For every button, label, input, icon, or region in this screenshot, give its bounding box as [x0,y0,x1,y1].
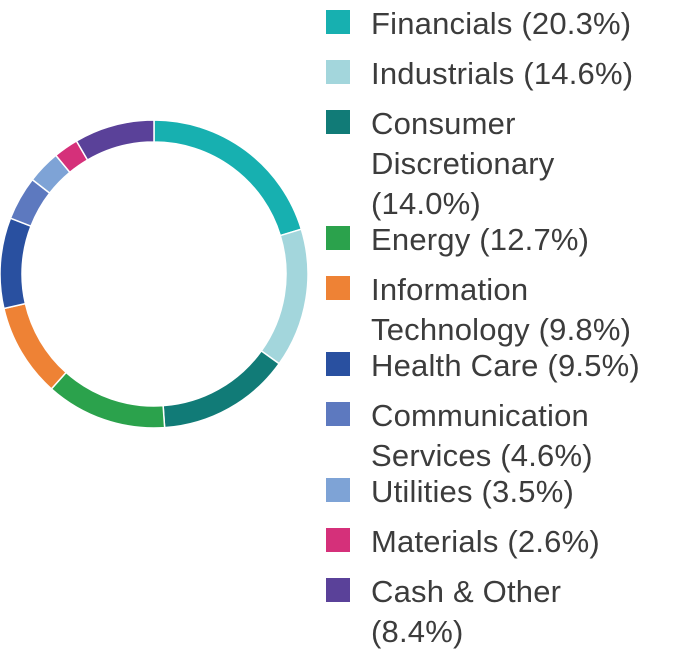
legend-swatch [326,578,350,602]
legend-swatch [326,10,350,34]
legend-swatch [326,110,350,134]
legend-label: Cash & Other (8.4%) [371,574,562,649]
donut-chart [0,119,309,429]
legend-swatch [326,478,350,502]
donut-slice-consumer-discretionary [162,349,281,429]
legend-label: Health Care (9.5%) [371,348,640,383]
donut-slice-industrials [260,228,309,365]
legend-label: Financials (20.3%) [371,6,632,41]
legend-swatch [326,60,350,84]
legend-swatch [326,528,350,552]
legend-label: Materials (2.6%) [371,524,600,559]
donut-slice-health-care [0,217,32,310]
legend-swatch [326,352,350,376]
legend-swatch [326,402,350,426]
legend: Financials (20.3%) Industrials (14.6%) C… [325,0,675,650]
donut-slice-financials [153,119,303,237]
legend-label: Communication Services (4.6%) [371,398,593,473]
legend-label: Industrials (14.6%) [371,56,634,91]
legend-label: Information Technology (9.8%) [371,272,632,347]
donut-slice-information-technology [3,302,68,390]
legend-swatch [326,276,350,300]
donut-slice-cash-other [75,119,155,161]
donut-slice-energy [50,371,166,429]
legend-label: Consumer Discretionary (14.0%) [371,106,555,221]
legend-swatch [326,226,350,250]
legend-label: Utilities (3.5%) [371,474,575,509]
legend-label: Energy (12.7%) [371,222,590,257]
